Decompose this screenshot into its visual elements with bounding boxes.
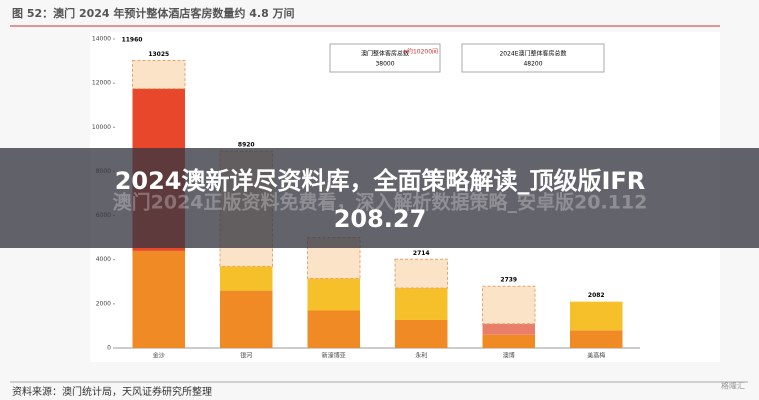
y-tick-label: 4000	[96, 256, 111, 263]
bar-segment	[132, 60, 186, 90]
bar-segment	[132, 250, 185, 348]
x-tick-label: 美高梅	[587, 352, 605, 360]
annotation: 澳门整体客房总数	[361, 50, 409, 58]
bar-segment	[307, 278, 360, 311]
bar-segment	[394, 258, 448, 289]
bar-segment	[220, 266, 273, 291]
bar-top-label: 8920	[238, 142, 255, 149]
annotation-box	[329, 43, 441, 73]
annotation: 2024E澳门整体客房总数	[499, 50, 566, 58]
bar-segment	[482, 285, 536, 325]
bar-segment	[220, 290, 273, 348]
x-tick-label: 金沙	[153, 352, 165, 360]
annotation: 11960	[122, 37, 143, 44]
bar-segment	[395, 287, 448, 320]
overlay-subtitle: 澳门2024正版资料免费看，深入解析数据策略_安卓版20.112	[113, 191, 648, 214]
bar-segment	[570, 330, 623, 348]
bar-segment	[570, 301, 623, 331]
annotation: 38000	[375, 61, 394, 68]
overlay-band	[0, 148, 759, 248]
y-tick-label: 14000	[92, 36, 111, 43]
bar-top-label: 13025	[148, 51, 169, 58]
y-tick-label: 10000	[92, 124, 111, 131]
annotation: 48200	[523, 61, 542, 68]
bar-segment	[482, 323, 535, 335]
source: 资料来源：澳门统计局，天风证券研究所整理	[12, 385, 212, 398]
header-title: 图 52：澳门 2024 年预计整体酒店客房数量约 4.8 万间	[12, 6, 295, 20]
y-tick-label: 12000	[92, 80, 111, 87]
x-tick-label: 新濠博亚	[322, 352, 346, 360]
bar-segment	[307, 310, 360, 348]
watermark: 格隆汇	[721, 381, 745, 391]
bar-top-label: 2714	[413, 250, 430, 257]
x-tick-label: 澳博	[503, 352, 515, 360]
annotation: +约10200间	[402, 48, 438, 56]
annotation-box	[461, 43, 605, 73]
overlay-title: 2024澳新详尽资料库，全面策略解读_顶级版IFR	[115, 167, 646, 195]
overlay-title: 208.27	[334, 205, 427, 233]
y-tick-label: 0	[107, 345, 111, 352]
x-tick-label: 永利	[415, 352, 427, 360]
bar-top-label: 2082	[588, 292, 605, 299]
bar-top-label: 2739	[500, 277, 517, 284]
bar-segment	[395, 319, 448, 348]
x-tick-label: 银河	[240, 352, 252, 360]
y-tick-label: 2000	[96, 300, 111, 307]
bar-segment	[482, 334, 535, 348]
